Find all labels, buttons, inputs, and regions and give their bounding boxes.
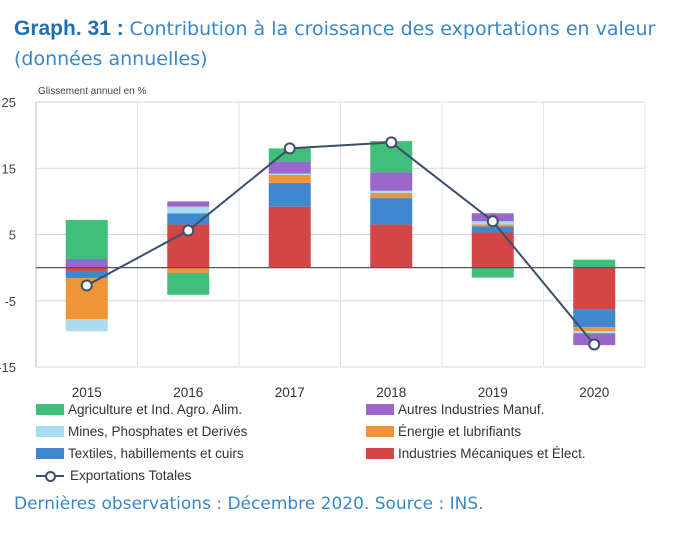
total-exports-point <box>486 215 499 228</box>
legend-label: Industries Mécaniques et Élect. <box>398 446 586 461</box>
total-exports-point <box>283 142 296 155</box>
bar-segment <box>268 173 311 175</box>
bar-segment <box>573 331 616 334</box>
bar-segment <box>167 201 210 207</box>
graph-number: Graph. 31 : <box>14 17 124 40</box>
legend-item-energie: Énergie et lubrifiants <box>366 424 521 439</box>
legend-item-industries-mecaniques: Industries Mécaniques et Élect. <box>366 446 586 461</box>
bar-segment <box>65 259 108 268</box>
bar-segment <box>370 192 413 199</box>
legend-swatch <box>36 448 64 459</box>
legend-swatch <box>36 404 64 415</box>
legend-item-mines: Mines, Phosphates et Derivés <box>36 424 247 439</box>
legend-line-marker <box>36 470 64 482</box>
bar-segment <box>167 267 210 273</box>
x-tick-label: 2019 <box>478 385 508 398</box>
graph-title-text: Contribution à la croissance des exporta… <box>14 18 656 70</box>
bar-segment <box>471 267 514 278</box>
total-exports-line <box>86 141 596 346</box>
legend-item-autres-industries: Autres Industries Manuf. <box>366 402 544 417</box>
legend-label: Textiles, habillements et cuirs <box>68 446 244 461</box>
legend-swatch <box>366 448 394 459</box>
bar-segment <box>573 327 616 332</box>
bar-segment <box>268 182 311 207</box>
bar-segment <box>167 206 210 214</box>
legend-item-agriculture: Agriculture et Ind. Agro. Alim. <box>36 402 242 417</box>
bar-segment <box>65 219 108 260</box>
bar-segment <box>268 148 311 162</box>
legend-label: Agriculture et Ind. Agro. Alim. <box>68 402 243 417</box>
bar-segment <box>573 259 616 268</box>
total-exports-point <box>588 338 601 351</box>
bar-segment <box>65 270 108 279</box>
y-axis-label: Glissement annuel en % <box>38 86 147 97</box>
bar-segment <box>167 272 210 295</box>
bar-segment <box>573 267 616 310</box>
y-tick-label: 5 <box>9 228 16 243</box>
bar-segment <box>268 174 311 183</box>
y-tick-label: -5 <box>4 294 16 309</box>
total-exports-point <box>80 279 93 292</box>
legend-label: Énergie et lubrifiants <box>398 424 522 439</box>
legend-swatch <box>36 426 64 437</box>
bar-segment <box>370 224 413 268</box>
legend-swatch <box>366 426 394 437</box>
chart-title: Graph. 31 : Contribution à la croissance… <box>14 14 664 74</box>
y-tick-label: 15 <box>2 161 16 176</box>
x-tick-label: 2015 <box>72 385 102 398</box>
y-tick-label: -15 <box>0 360 16 375</box>
total-exports-point <box>385 136 398 149</box>
legend-swatch <box>366 404 394 415</box>
legend-label: Exportations Totales <box>70 468 192 483</box>
x-tick-label: 2016 <box>173 385 203 398</box>
x-tick-label: 2017 <box>275 385 305 398</box>
bar-segment <box>65 319 108 332</box>
y-tick-label: 25 <box>2 95 16 110</box>
bar-segment <box>268 161 311 174</box>
source-note: Dernières observations : Décembre 2020. … <box>14 494 484 514</box>
stacked-bar-chart: Glissement annuel en % 25 15 5 -5 -15 2015 2016… <box>0 86 646 398</box>
legend-label: Mines, Phosphates et Derivés <box>68 424 248 439</box>
x-tick-label: 2018 <box>376 385 406 398</box>
legend-item-exportations-totales: Exportations Totales <box>36 468 191 483</box>
bar-segment <box>370 172 413 191</box>
bar-segment <box>268 206 311 268</box>
legend-item-textiles: Textiles, habillements et cuirs <box>36 446 244 461</box>
bar-segment <box>370 198 413 225</box>
bar-segment <box>471 226 514 233</box>
total-exports-point <box>182 224 195 237</box>
bar-segment <box>370 190 413 193</box>
bar-segment <box>573 309 616 328</box>
bar-segment <box>65 267 108 271</box>
bar-segment <box>167 213 210 225</box>
legend-label: Autres Industries Manuf. <box>398 402 545 417</box>
x-tick-label: 2020 <box>579 385 609 398</box>
